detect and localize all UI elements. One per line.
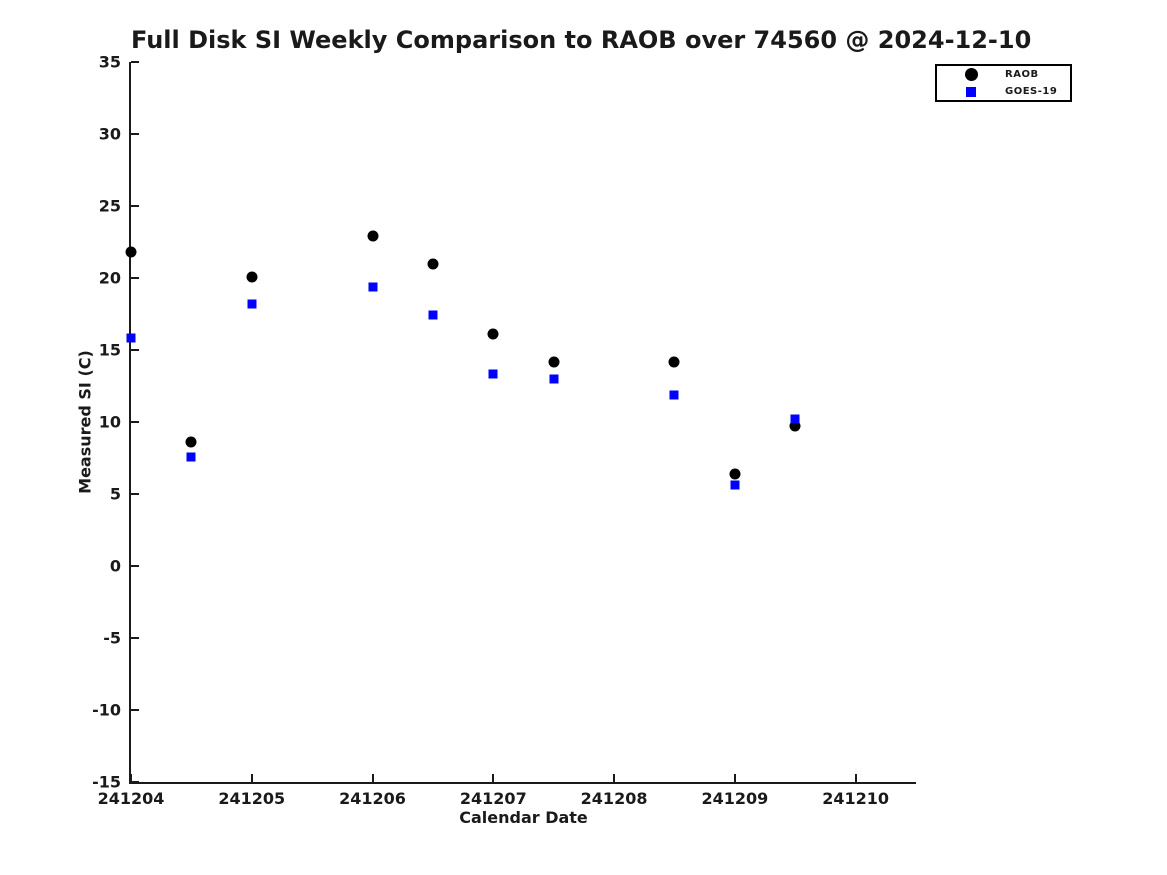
raob-data-point — [185, 436, 197, 448]
goes-19-data-point — [730, 480, 740, 490]
y-tick-mark — [131, 493, 139, 495]
y-axis-label: Measured SI (C) — [75, 350, 95, 494]
y-tick-label: -15 — [92, 772, 121, 792]
x-tick-label: 241209 — [701, 789, 769, 808]
x-tick-label: 241207 — [459, 789, 527, 808]
y-tick-label: 20 — [98, 268, 121, 288]
y-tick-label: -5 — [103, 628, 121, 648]
y-tick-mark — [131, 565, 139, 567]
y-tick-mark — [131, 421, 139, 423]
x-tick-mark — [733, 774, 736, 782]
goes-19-data-point — [428, 310, 438, 320]
raob-data-point — [427, 258, 439, 270]
legend-row-goes-19: GOES-19 — [937, 83, 1070, 100]
legend-row-raob: RAOB — [937, 66, 1070, 83]
goes-19-square-marker-icon — [966, 86, 976, 97]
raob-data-point — [367, 230, 379, 242]
legend-marker-cell — [937, 68, 1005, 81]
y-tick-label: 25 — [98, 196, 121, 216]
x-tick-mark — [250, 774, 253, 782]
raob-data-point — [548, 356, 560, 368]
raob-data-point — [125, 246, 137, 258]
y-tick-mark — [131, 709, 139, 711]
y-tick-mark — [131, 781, 139, 783]
x-axis-line — [129, 782, 916, 784]
goes-19-data-point — [549, 374, 559, 384]
x-tick-label: 241208 — [580, 789, 648, 808]
legend-label-raob: RAOB — [1005, 69, 1039, 80]
y-tick-mark — [131, 277, 139, 279]
y-tick-label: 0 — [109, 556, 121, 576]
raob-data-point — [789, 420, 801, 432]
y-tick-label: 10 — [98, 412, 121, 432]
x-tick-mark — [371, 774, 374, 782]
y-tick-mark — [131, 205, 139, 207]
goes-19-data-point — [669, 390, 679, 400]
x-tick-label: 241210 — [822, 789, 890, 808]
x-tick-mark — [130, 774, 132, 782]
raob-circle-marker-icon — [964, 68, 978, 81]
x-tick-label: 241204 — [97, 789, 165, 808]
legend-label-goes-19: GOES-19 — [1005, 86, 1058, 97]
legend-marker-cell — [937, 86, 1005, 97]
y-tick-label: 30 — [98, 124, 121, 144]
x-tick-label: 241205 — [218, 789, 286, 808]
x-tick-mark — [613, 774, 616, 782]
y-tick-label: 15 — [98, 340, 121, 360]
y-axis-line — [129, 62, 131, 784]
plot-area: Measured SI (C) Calendar Date 35 30 25 20 15… — [76, 53, 916, 827]
goes-19-data-point — [790, 414, 800, 424]
goes-19-data-point — [126, 333, 136, 343]
raob-data-point — [487, 328, 499, 340]
x-tick-mark — [492, 774, 495, 782]
raob-data-point — [668, 356, 680, 368]
y-tick-label: -10 — [92, 700, 121, 720]
chart-title: Full Disk SI Weekly Comparison to RAOB o… — [131, 26, 1032, 54]
raob-data-point — [246, 271, 258, 283]
y-tick-label: 35 — [98, 52, 121, 72]
raob-data-point — [729, 468, 741, 480]
y-tick-label: 5 — [109, 484, 121, 504]
x-tick-label: 241206 — [339, 789, 406, 808]
x-axis-label: Calendar Date — [459, 808, 588, 827]
y-tick-mark — [131, 133, 139, 135]
goes-19-data-point — [368, 282, 378, 292]
goes-19-data-point — [488, 369, 498, 379]
y-tick-mark — [131, 349, 139, 351]
x-tick-mark — [854, 774, 857, 782]
goes-19-data-point — [186, 452, 196, 462]
legend: RAOB GOES-19 — [935, 64, 1072, 102]
y-tick-mark — [131, 637, 139, 639]
y-tick-mark — [131, 61, 139, 63]
goes-19-data-point — [247, 299, 257, 309]
